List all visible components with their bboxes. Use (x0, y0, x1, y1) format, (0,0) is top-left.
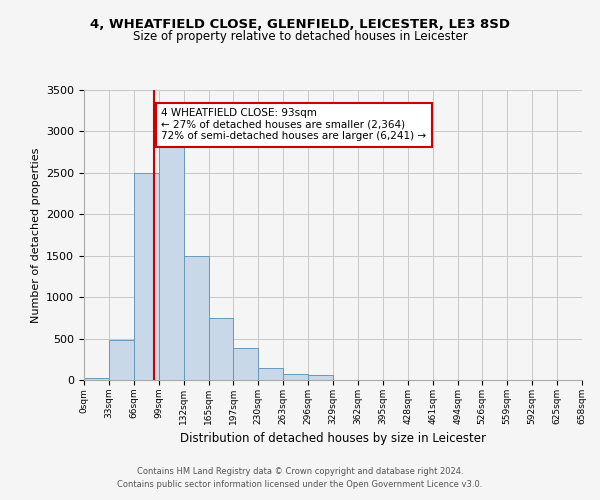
Bar (258, 368, 283, 380)
X-axis label: Distribution of detached houses by size in Leicester: Distribution of detached houses by size … (180, 432, 486, 446)
Text: Contains HM Land Registry data © Crown copyright and database right 2024.: Contains HM Land Registry data © Crown c… (137, 467, 463, 476)
Bar (233, 348, 258, 380)
Bar (84, 378, 109, 380)
Text: 4, WHEATFIELD CLOSE, GLENFIELD, LEICESTER, LE3 8SD: 4, WHEATFIELD CLOSE, GLENFIELD, LEICESTE… (90, 18, 510, 30)
Bar (109, 340, 134, 380)
Bar (209, 318, 233, 380)
Bar (134, 173, 159, 380)
Text: Contains public sector information licensed under the Open Government Licence v3: Contains public sector information licen… (118, 480, 482, 489)
Bar (283, 374, 308, 380)
Text: 4 WHEATFIELD CLOSE: 93sqm
← 27% of detached houses are smaller (2,364)
72% of se: 4 WHEATFIELD CLOSE: 93sqm ← 27% of detac… (161, 108, 427, 142)
Y-axis label: Number of detached properties: Number of detached properties (31, 148, 41, 322)
Bar (159, 146, 184, 380)
Bar (308, 376, 333, 380)
Bar (184, 256, 209, 380)
Text: Size of property relative to detached houses in Leicester: Size of property relative to detached ho… (133, 30, 467, 43)
